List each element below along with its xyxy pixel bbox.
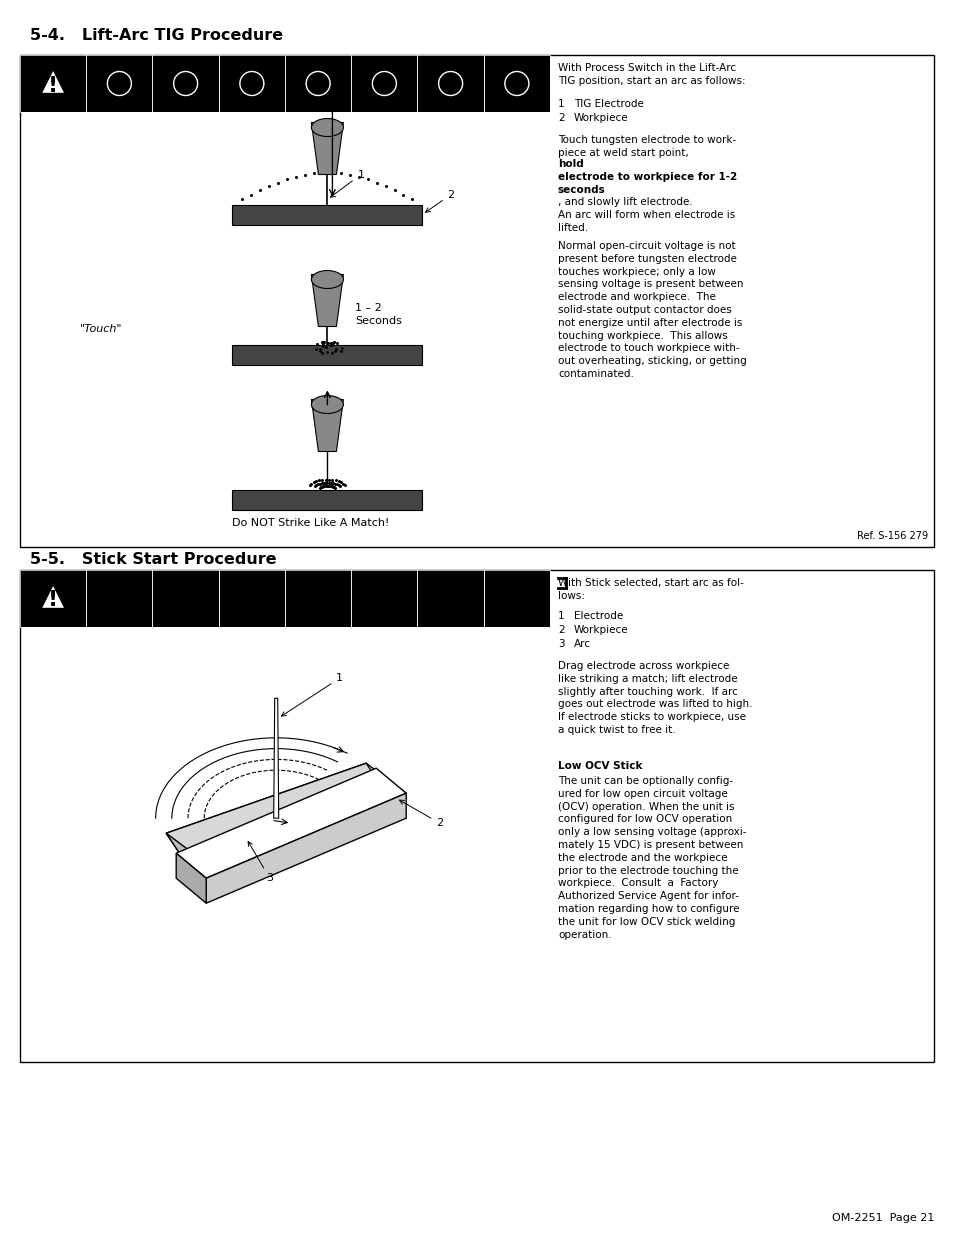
Text: Low OCV Stick: Low OCV Stick [558, 761, 641, 771]
Text: 5-4.   Lift-Arc TIG Procedure: 5-4. Lift-Arc TIG Procedure [30, 28, 283, 43]
Text: Workpiece: Workpiece [574, 625, 628, 635]
Text: 1: 1 [558, 611, 564, 621]
Polygon shape [311, 399, 343, 452]
Bar [86, 56, 152, 112]
Text: Ref. S-156 279: Ref. S-156 279 [856, 531, 927, 541]
Text: 3: 3 [558, 638, 564, 650]
Bar [152, 571, 218, 627]
Ellipse shape [311, 395, 343, 414]
Text: With Stick selected, start arc as fol-
lows:: With Stick selected, start arc as fol- l… [558, 578, 743, 600]
Bar [351, 571, 417, 627]
Text: 5-5.   Stick Start Procedure: 5-5. Stick Start Procedure [30, 552, 276, 567]
Text: Touch tungsten electrode to work-
piece at weld start point,: Touch tungsten electrode to work- piece … [558, 135, 736, 158]
Bar [417, 56, 483, 112]
Bar [20, 56, 933, 547]
Text: "Touch": "Touch" [80, 325, 122, 335]
Text: Normal open-circuit voltage is not
present before tungsten electrode
touches wor: Normal open-circuit voltage is not prese… [558, 241, 746, 379]
Polygon shape [41, 69, 65, 94]
Text: 1 – 2
Seconds: 1 – 2 Seconds [355, 304, 402, 326]
Bar [20, 571, 933, 1062]
Bar [20, 571, 86, 627]
Text: 1: 1 [281, 673, 343, 716]
Text: OM-2251  Page 21: OM-2251 Page 21 [831, 1213, 933, 1223]
Bar [20, 571, 550, 627]
Bar [20, 56, 550, 112]
Text: Drag electrode across workpiece
like striking a match; lift electrode
slightly a: Drag electrode across workpiece like str… [558, 661, 752, 735]
Polygon shape [166, 763, 406, 863]
Text: !: ! [48, 75, 58, 95]
Text: With Process Switch in the Lift-Arc
TIG position, start an arc as follows:: With Process Switch in the Lift-Arc TIG … [558, 63, 745, 85]
Text: Arc: Arc [574, 638, 590, 650]
Bar [218, 571, 285, 627]
Bar [483, 571, 550, 627]
Text: 2: 2 [558, 112, 564, 124]
Bar [20, 56, 86, 112]
Bar [86, 571, 152, 627]
Polygon shape [274, 698, 278, 819]
Bar [218, 56, 285, 112]
Text: 2: 2 [425, 189, 454, 212]
Ellipse shape [311, 270, 343, 289]
Text: !: ! [48, 590, 58, 610]
Bar [233, 205, 422, 225]
Polygon shape [206, 793, 406, 903]
Ellipse shape [311, 119, 343, 137]
Text: 1: 1 [330, 169, 364, 198]
Bar [152, 56, 218, 112]
Bar [285, 56, 351, 112]
Polygon shape [41, 584, 65, 609]
Text: TIG Electrode: TIG Electrode [574, 99, 643, 109]
Bar [417, 571, 483, 627]
Polygon shape [311, 274, 343, 326]
Bar [233, 345, 422, 364]
Text: Electrode: Electrode [574, 611, 622, 621]
Text: 3: 3 [248, 841, 273, 883]
Polygon shape [166, 834, 226, 893]
Text: Do NOT Strike Like A Match!: Do NOT Strike Like A Match! [233, 517, 390, 527]
Bar [483, 56, 550, 112]
Polygon shape [176, 853, 206, 903]
Text: 2: 2 [558, 625, 564, 635]
Polygon shape [176, 768, 406, 878]
Text: 2: 2 [399, 800, 443, 829]
Polygon shape [311, 122, 343, 174]
Text: 1: 1 [558, 99, 564, 109]
Text: , and slowly lift electrode.
An arc will form when electrode is
lifted.: , and slowly lift electrode. An arc will… [558, 198, 735, 232]
Text: Workpiece: Workpiece [574, 112, 628, 124]
Polygon shape [166, 763, 386, 863]
Bar [233, 489, 422, 510]
Bar [351, 56, 417, 112]
Text: hold
electrode to workpiece for 1-2
seconds: hold electrode to workpiece for 1-2 seco… [558, 159, 737, 195]
Text: The unit can be optionally config-
ured for low open circuit voltage
(OCV) opera: The unit can be optionally config- ured … [558, 776, 745, 940]
Bar [285, 571, 351, 627]
